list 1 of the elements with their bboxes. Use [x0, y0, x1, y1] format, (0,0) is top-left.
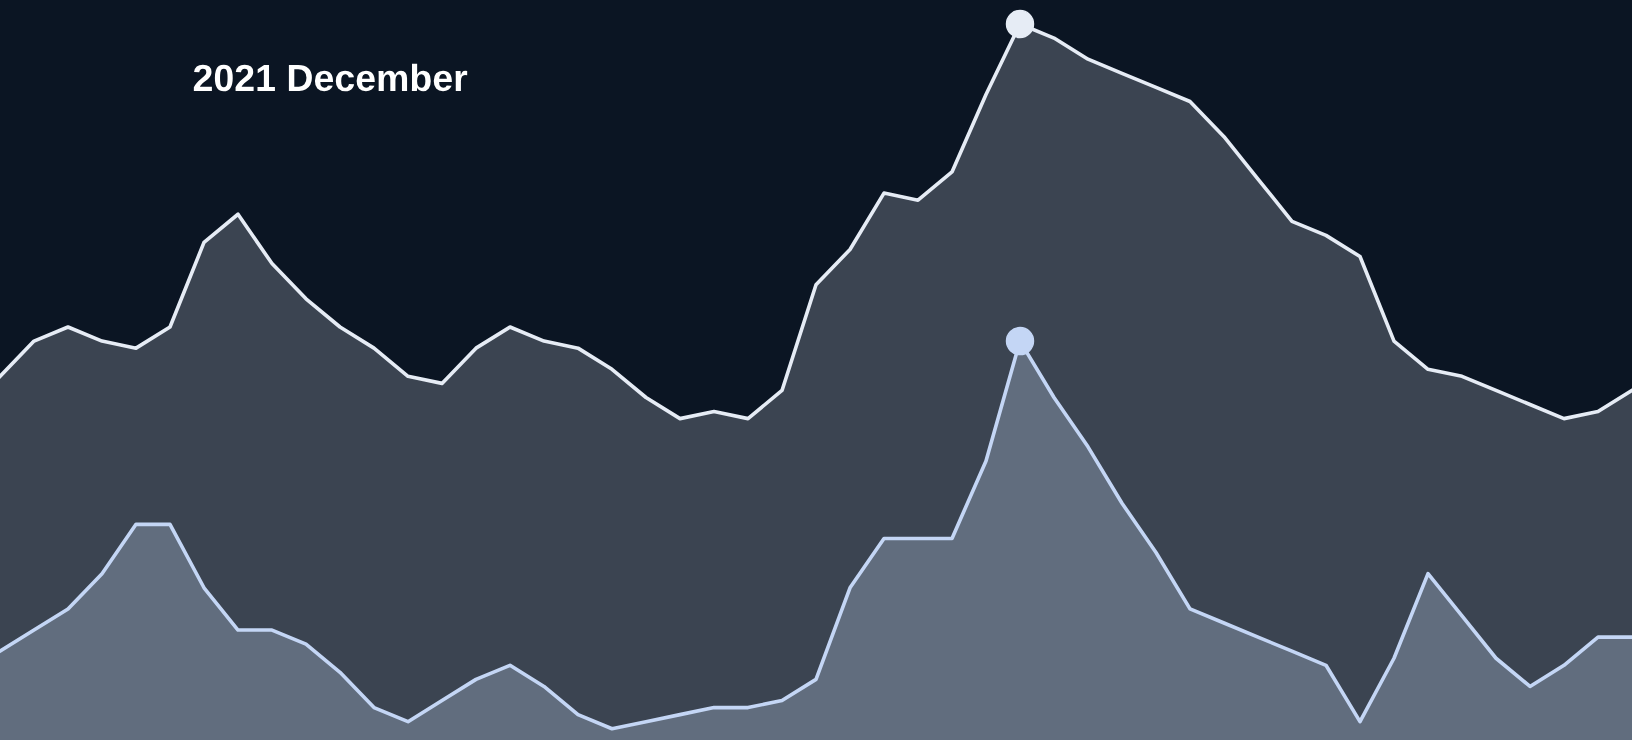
- text: 2021 December: [193, 63, 468, 92]
